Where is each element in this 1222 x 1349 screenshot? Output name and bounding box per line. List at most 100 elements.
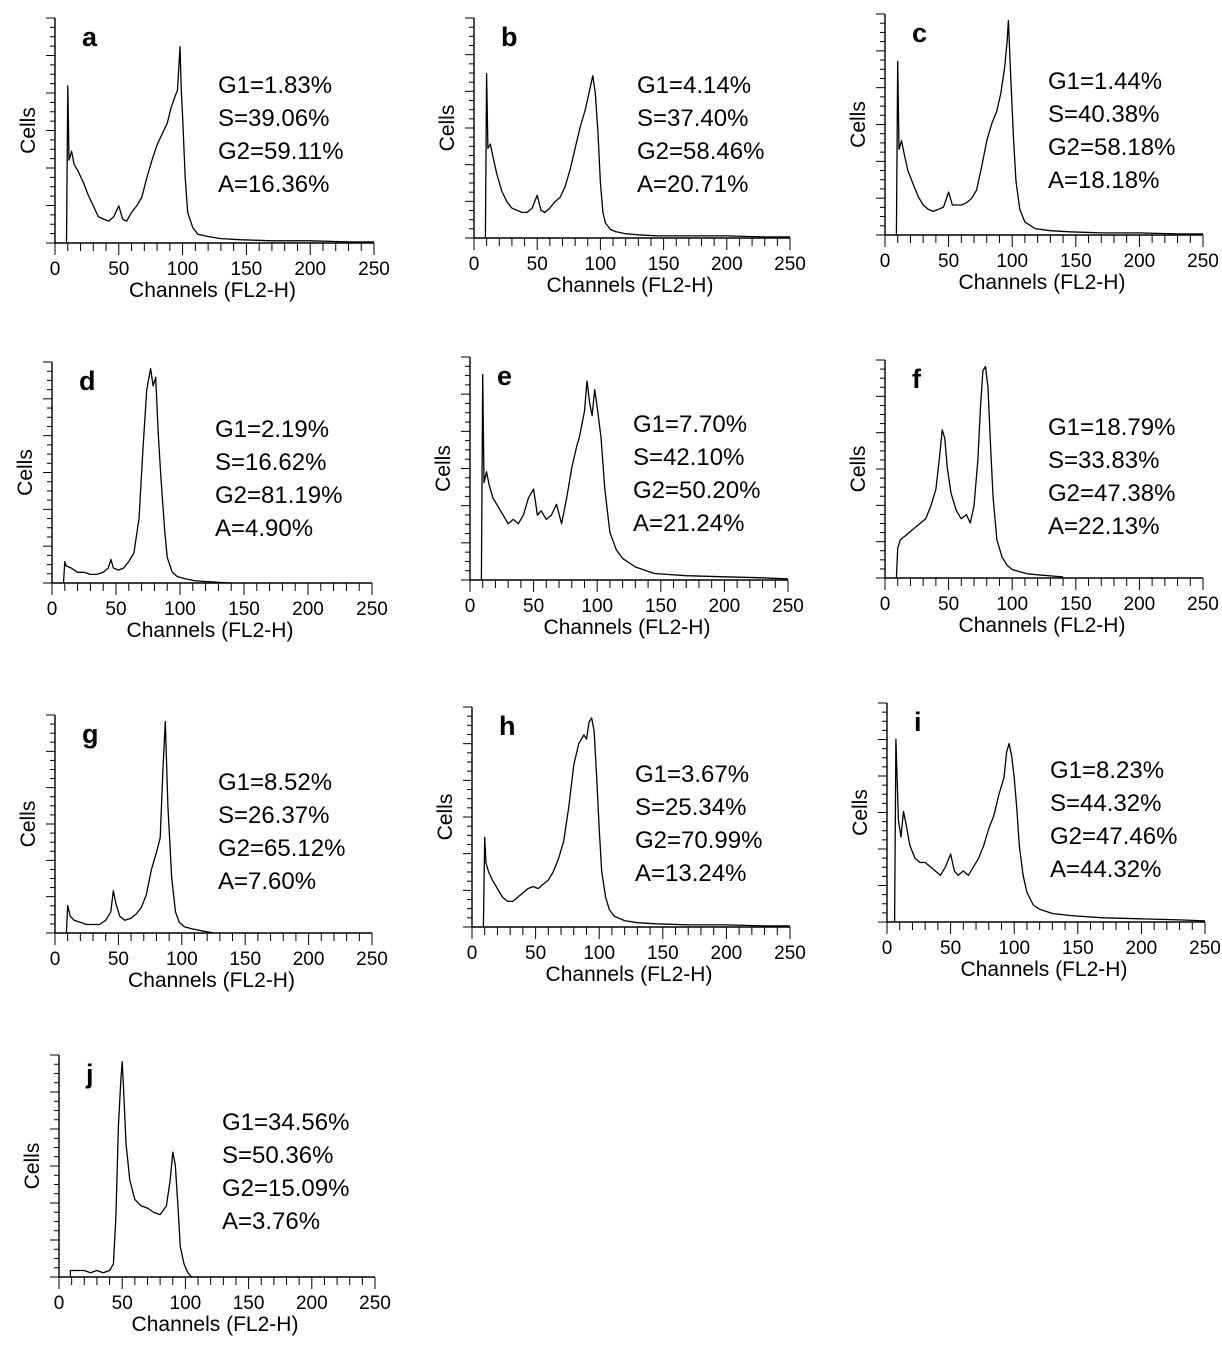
y-axis-title: Cells	[436, 105, 459, 152]
x-tick-label: 100	[585, 254, 617, 275]
phase-stat: A=16.36%	[218, 171, 329, 198]
x-tick-label: 250	[356, 949, 388, 970]
phase-stat: S=26.37%	[218, 802, 329, 829]
x-tick-label: 200	[1124, 594, 1156, 615]
x-axis-title: Channels (FL2-H)	[128, 969, 295, 992]
phase-stat: S=44.32%	[1050, 790, 1161, 817]
y-axis-title: Cells	[14, 449, 37, 496]
phase-stat: A=22.13%	[1048, 513, 1159, 540]
y-axis-title: Cells	[17, 107, 40, 154]
phase-stat: G2=59.11%	[218, 138, 344, 165]
x-tick-label: 250	[358, 259, 390, 280]
panel-letter: d	[79, 366, 96, 396]
phase-stat: G1=1.44%	[1048, 68, 1162, 95]
histogram-panel-d: 0 50 100 150 200 250 Channels (FL2-H) Cells d G1=…	[14, 361, 388, 642]
x-tick-label: 200	[711, 943, 743, 964]
histogram-trace	[480, 373, 789, 581]
x-tick-label: 100	[166, 949, 198, 970]
phase-stat: G2=47.38%	[1048, 480, 1175, 507]
phase-stat: G2=65.12%	[218, 835, 345, 862]
x-axis-title: Channels (FL2-H)	[959, 271, 1126, 294]
x-tick-label: 200	[294, 259, 326, 280]
histogram-trace	[62, 367, 232, 584]
x-tick-label: 0	[880, 594, 891, 615]
y-axis-title: Cells	[432, 445, 455, 492]
histogram-panel-e: 0 50 100 150 200 250 Channels (FL2-H) Cells e G1=…	[432, 356, 804, 639]
histogram-panel-i: 0 50 100 150 200 250 Channels (FL2-H) Cells i G1=…	[849, 702, 1221, 981]
phase-stat: S=25.34%	[635, 794, 746, 821]
phase-stat: A=44.32%	[1050, 856, 1161, 883]
x-tick-label: 150	[1062, 938, 1094, 959]
x-tick-label: 150	[231, 259, 263, 280]
histogram-panel-a: 0 50 100 150 200 250 Channels (FL2-H) Cells a G1=…	[17, 17, 390, 302]
histogram-trace	[895, 365, 1064, 579]
phase-stat: G1=1.83%	[218, 72, 332, 99]
x-tick-label: 150	[233, 1293, 265, 1314]
x-tick-label: 250	[1187, 251, 1219, 272]
phase-stat: A=21.24%	[633, 510, 744, 537]
x-tick-label: 250	[774, 254, 806, 275]
x-tick-label: 0	[467, 943, 478, 964]
x-axis-title: Channels (FL2-H)	[547, 274, 714, 297]
phase-stat: A=4.90%	[215, 515, 313, 542]
x-tick-label: 100	[581, 596, 613, 617]
histogram-trace	[484, 73, 790, 239]
histogram-trace	[65, 45, 374, 244]
histogram-panel-c: 0 50 100 150 200 250 Channels (FL2-H) Cells c G1=…	[847, 13, 1219, 294]
x-tick-label: 200	[1124, 251, 1156, 272]
x-axis-title: Channels (FL2-H)	[132, 1313, 299, 1336]
panel-letter: h	[499, 711, 516, 741]
x-tick-label: 100	[998, 938, 1030, 959]
phase-stat: A=18.18%	[1048, 167, 1159, 194]
histogram-trace	[482, 717, 790, 928]
x-tick-label: 50	[938, 594, 959, 615]
x-tick-label: 250	[356, 599, 388, 620]
histogram-panel-h: 0 50 100 150 200 250 Channels (FL2-H) Cells h G1=…	[434, 706, 806, 986]
panel-letter: f	[912, 364, 922, 394]
histogram-panel-j: 0 50 100 150 200 250 Channels (FL2-H) Cells j G1=…	[21, 1054, 391, 1336]
x-tick-label: 0	[50, 949, 61, 970]
x-tick-label: 0	[47, 599, 58, 620]
phase-stat: S=16.62%	[215, 449, 326, 476]
phase-stat: S=39.06%	[218, 105, 329, 132]
x-tick-label: 150	[229, 949, 261, 970]
x-tick-label: 50	[523, 596, 544, 617]
phase-stat: A=7.60%	[218, 868, 316, 895]
phase-stat: G1=4.14%	[637, 72, 751, 99]
x-tick-label: 50	[940, 938, 961, 959]
phase-stat: G1=2.19%	[215, 416, 329, 443]
x-tick-label: 200	[292, 599, 324, 620]
x-tick-label: 150	[1060, 594, 1092, 615]
histogram-trace	[65, 720, 214, 934]
y-axis-title: Cells	[849, 789, 872, 836]
y-axis-title: Cells	[434, 794, 457, 841]
x-tick-label: 150	[648, 254, 680, 275]
x-tick-label: 200	[296, 1293, 328, 1314]
phase-stat: G1=7.70%	[633, 411, 747, 438]
x-axis-title: Channels (FL2-H)	[544, 616, 711, 639]
x-tick-label: 100	[996, 251, 1028, 272]
phase-stat: G2=58.46%	[637, 138, 764, 165]
x-tick-label: 0	[469, 254, 480, 275]
panel-letter: e	[497, 361, 512, 391]
x-tick-label: 250	[1187, 594, 1219, 615]
x-tick-label: 150	[1060, 251, 1092, 272]
x-tick-label: 200	[293, 949, 325, 970]
x-tick-label: 0	[54, 1293, 65, 1314]
x-tick-label: 50	[105, 599, 126, 620]
phase-stat: G2=81.19%	[215, 482, 342, 509]
y-axis-title: Cells	[847, 101, 870, 148]
phase-stat: A=13.24%	[635, 860, 746, 887]
x-tick-label: 50	[108, 949, 129, 970]
phase-stat: G2=58.18%	[1048, 134, 1175, 161]
panel-letter: g	[82, 719, 99, 749]
x-tick-label: 50	[112, 1293, 133, 1314]
x-tick-label: 100	[167, 259, 199, 280]
x-tick-label: 150	[228, 599, 260, 620]
phase-stat: G1=3.67%	[635, 761, 749, 788]
x-tick-label: 50	[938, 251, 959, 272]
phase-stat: G1=34.56%	[222, 1109, 349, 1136]
x-tick-label: 250	[772, 596, 804, 617]
x-tick-label: 200	[1126, 938, 1158, 959]
